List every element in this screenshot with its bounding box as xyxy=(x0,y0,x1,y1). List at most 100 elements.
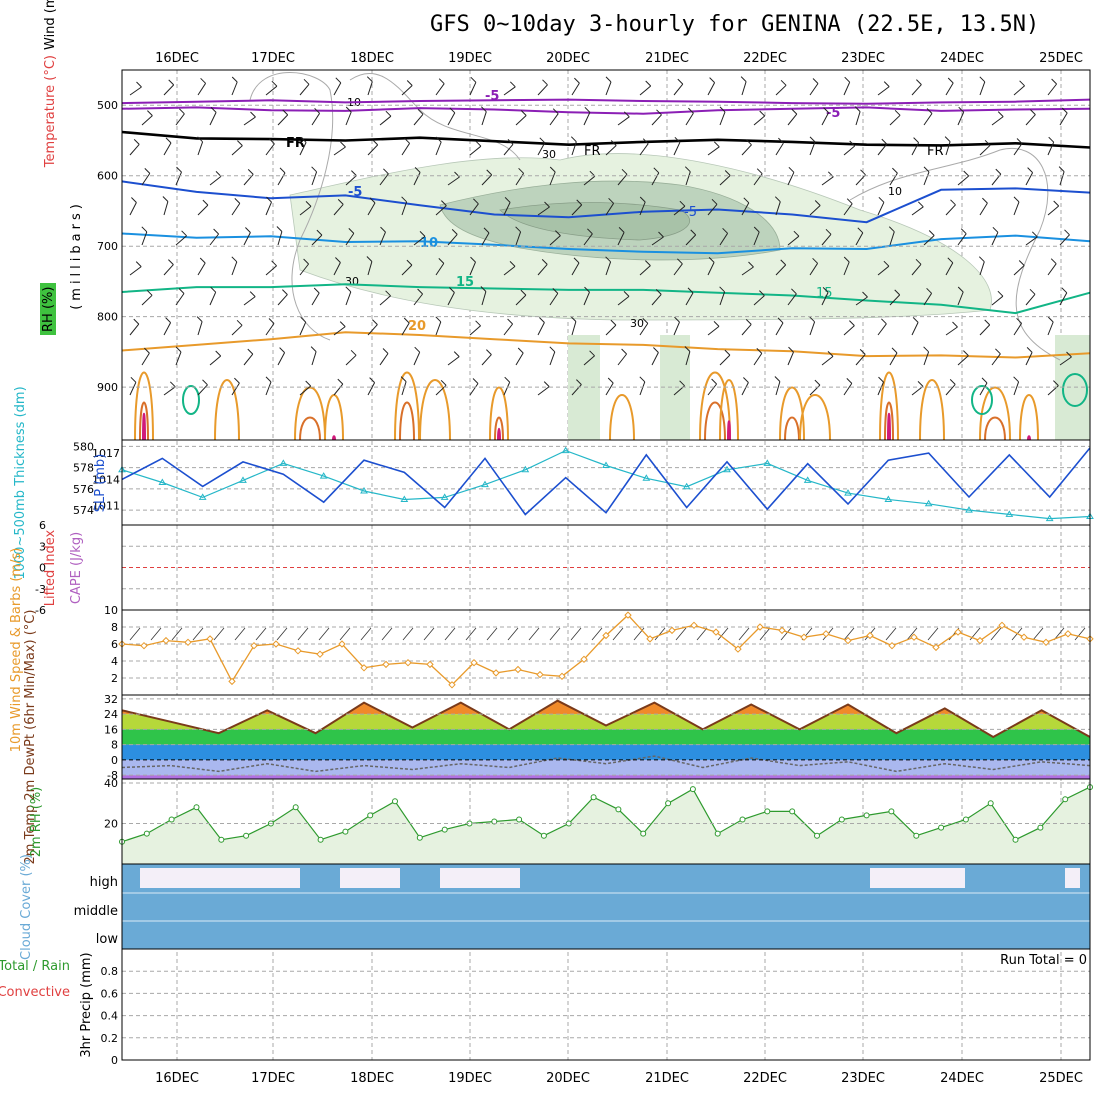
wind-barb-flag xyxy=(300,316,307,323)
wind-barb-flag xyxy=(449,107,456,114)
wind-barb xyxy=(753,295,765,306)
wind-barb xyxy=(537,322,545,336)
wind-barb xyxy=(299,385,312,396)
wind-barb-flag xyxy=(271,80,278,87)
wind-barb xyxy=(889,294,901,306)
wind-barb xyxy=(685,112,694,126)
wind-barb-flag xyxy=(1027,167,1033,173)
wind-barb xyxy=(481,354,492,366)
wind-barb-flag xyxy=(305,380,312,387)
wind-barb xyxy=(311,234,323,246)
wind-barb xyxy=(719,291,726,306)
wind-barb-flag xyxy=(888,226,895,233)
warm-contour xyxy=(779,386,805,441)
wind-barb xyxy=(401,264,413,276)
rh-marker xyxy=(590,794,597,801)
wind-barb-flag xyxy=(780,259,787,266)
wind-barb xyxy=(821,233,832,246)
wind-barb-flag xyxy=(237,140,243,146)
wind-barb-flag xyxy=(366,256,373,262)
wind-barb-flag xyxy=(711,378,717,385)
surface-wind-barb xyxy=(528,627,540,641)
wind-barb-flag xyxy=(709,77,715,83)
wind-barb xyxy=(775,84,787,96)
wind-barb xyxy=(877,143,888,156)
wind-barb xyxy=(809,83,819,96)
wind-barb xyxy=(515,115,527,126)
wind-barb xyxy=(209,233,219,246)
wind-barb-flag xyxy=(345,106,352,113)
rh-marker xyxy=(987,800,994,807)
wind-barb xyxy=(957,175,970,186)
wind-barb xyxy=(753,115,766,126)
wind-barb xyxy=(367,261,373,276)
wind-speed-marker xyxy=(624,611,632,619)
wind-barb-flag xyxy=(199,257,206,264)
pressure-tick-label: 600 xyxy=(97,170,118,183)
teal-contour xyxy=(971,385,993,415)
cloud-level-label: middle xyxy=(74,904,118,919)
wind-barb xyxy=(673,263,683,276)
rh-marker xyxy=(317,836,324,843)
wind-barb-flag xyxy=(383,168,389,175)
chart-title: GFS 0~10day 3-hourly for GENINA (22.5E, … xyxy=(430,12,1040,37)
wind-barb-flag xyxy=(517,347,524,354)
wind-barb-flag xyxy=(917,201,924,208)
wind-barb-flag xyxy=(337,378,344,385)
wind-barb-flag xyxy=(756,168,763,175)
wind-barb xyxy=(175,293,185,306)
wind-barb xyxy=(707,383,717,396)
wind-barb xyxy=(537,142,546,156)
wind-barb xyxy=(197,141,204,156)
date-label-top: 23DEC xyxy=(841,51,885,66)
cloud-clear-gap xyxy=(140,868,300,888)
wind-barb-flag xyxy=(135,261,142,267)
wind-barb xyxy=(843,261,850,276)
isotherm-label: -5 xyxy=(684,205,697,220)
wind-barb-flag xyxy=(655,289,662,295)
wind-barb xyxy=(265,143,275,156)
precip-tick-label: 0.4 xyxy=(101,1010,119,1023)
wind-barb xyxy=(583,233,593,246)
wind-barb xyxy=(1025,236,1038,246)
surface-wind-barb xyxy=(738,627,750,641)
rh-marker xyxy=(888,808,895,815)
precip-total-label: Total / Rain xyxy=(0,959,70,974)
wind-barb xyxy=(209,291,217,306)
wind-barb-flag xyxy=(950,199,956,206)
surface-wind-barb xyxy=(906,627,918,641)
wind-barb xyxy=(821,112,830,126)
wind-speed-marker xyxy=(338,640,346,648)
rh-fill xyxy=(122,787,1090,864)
wind-barb-flag xyxy=(419,231,426,237)
pressure-tick-label: 900 xyxy=(97,381,118,394)
warm-contour xyxy=(784,416,800,441)
wind-barb-flag xyxy=(711,198,718,205)
wind-barb xyxy=(231,382,240,396)
wind-barb-flag xyxy=(300,137,307,143)
wind-barb xyxy=(549,113,559,126)
surface-wind-barb xyxy=(990,627,1002,641)
wind-barb xyxy=(957,111,965,126)
wind-barb xyxy=(775,142,784,156)
wind-barb-flag xyxy=(963,170,970,177)
wind-barb xyxy=(1059,234,1070,246)
wind-barb xyxy=(299,263,309,276)
wind-barb xyxy=(469,82,477,96)
wind-barb xyxy=(957,291,964,306)
wind-speed-marker xyxy=(184,638,192,647)
wind-barb xyxy=(197,262,206,276)
wind-barb xyxy=(549,171,556,186)
wind-barb xyxy=(469,145,482,156)
wind-barb-flag xyxy=(169,381,176,388)
thickness-line xyxy=(121,449,1091,520)
wind-barb xyxy=(945,384,956,396)
wind-barb xyxy=(753,231,760,246)
temp-color-band xyxy=(122,729,1090,745)
wind-barb-flag xyxy=(231,256,238,263)
wind-barb xyxy=(923,171,930,186)
wind-barb xyxy=(413,113,424,126)
wind-barb-flag xyxy=(653,347,659,353)
wind-barb-flag xyxy=(883,81,890,87)
wind-speed-marker xyxy=(602,631,610,640)
